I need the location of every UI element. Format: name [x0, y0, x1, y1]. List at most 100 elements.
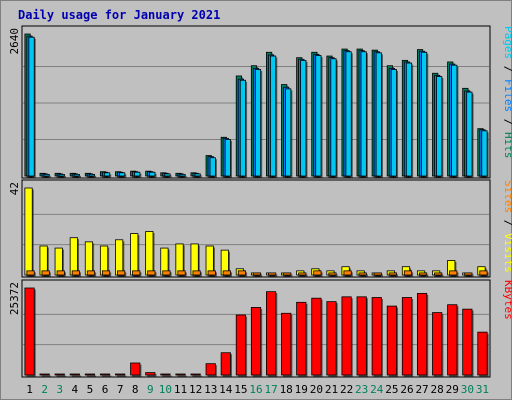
- bar-kbytes-day-11: [175, 373, 186, 376]
- bar-shadow: [181, 175, 187, 178]
- legend-part-2: Visits: [502, 233, 512, 273]
- bar-sites-day-29: [449, 270, 458, 276]
- bar-visits-day-7: [115, 239, 124, 276]
- bar-pages-day-13: [209, 157, 216, 177]
- bar-pages-day-9: [149, 171, 156, 177]
- bar-visits-day-5: [84, 241, 94, 276]
- bar-shadow: [177, 375, 187, 377]
- bar-shadow: [90, 175, 97, 178]
- bar-pages-day-28: [436, 76, 443, 177]
- bar-sites-day-2: [41, 270, 50, 276]
- x-tick-label-8: 8: [132, 383, 139, 396]
- bar-shadow: [285, 274, 293, 277]
- x-tick-label-6: 6: [102, 383, 109, 396]
- bar-shadow: [196, 175, 202, 178]
- bar-kbytes-day-28: [432, 312, 443, 376]
- bar-sites-day-17: [268, 272, 277, 276]
- bar-pages-day-1: [28, 36, 35, 177]
- bar-sites-day-21: [328, 272, 337, 276]
- x-tick-label-24: 24: [370, 383, 384, 396]
- bar-sites-day-19: [298, 272, 307, 276]
- bar-kbytes-day-4: [69, 373, 80, 376]
- bar-pages-day-26: [405, 62, 413, 177]
- bar-shadow: [360, 274, 368, 277]
- bar-shadow: [45, 175, 51, 178]
- bar-shadow: [41, 375, 51, 377]
- x-tick-label-29: 29: [446, 383, 459, 396]
- bar-kbytes-day-27: [416, 292, 428, 376]
- bar-kbytes-day-30: [462, 308, 473, 376]
- bar-sites-day-1: [26, 270, 35, 276]
- bar-sites-day-18: [283, 272, 292, 276]
- bar-kbytes-day-17: [266, 291, 277, 376]
- x-tick-label-16: 16: [249, 383, 262, 396]
- bar-shadow: [86, 375, 97, 377]
- bar-shadow: [60, 175, 66, 178]
- bar-shadow: [116, 375, 127, 377]
- bar-pages-day-18: [285, 88, 292, 177]
- bar-sites-day-14: [222, 270, 231, 276]
- bar-shadow: [420, 274, 429, 277]
- bar-pages-day-29: [451, 64, 458, 177]
- bar-sites-day-3: [56, 270, 65, 276]
- x-tick-label-17: 17: [264, 383, 277, 396]
- bar-shadow: [56, 375, 66, 377]
- legend-part-4: Hits: [502, 132, 512, 159]
- bar-pages-day-30: [466, 91, 473, 177]
- x-tick-label-19: 19: [295, 383, 308, 396]
- bar-pages-day-2: [43, 173, 50, 177]
- x-tick-label-3: 3: [56, 383, 63, 396]
- bar-pages-day-21: [330, 58, 337, 177]
- bar-visits-day-1: [24, 187, 33, 276]
- bar-sites-day-8: [132, 270, 141, 276]
- bar-sites-day-7: [117, 270, 126, 276]
- bar-pages-day-10: [164, 173, 171, 177]
- x-tick-label-9: 9: [147, 383, 154, 396]
- bar-pages-day-25: [390, 69, 397, 177]
- bar-pages-day-7: [119, 172, 126, 177]
- bar-kbytes-day-24: [371, 297, 382, 376]
- bar-pages-day-11: [179, 173, 186, 177]
- x-tick-label-15: 15: [234, 383, 247, 396]
- bar-pages-day-20: [315, 55, 322, 177]
- bar-kbytes-day-12: [190, 373, 201, 376]
- bar-kbytes-day-15: [235, 314, 246, 376]
- bar-sites-day-13: [207, 270, 216, 276]
- bar-shadow: [166, 175, 172, 178]
- legend-part-1: /: [502, 59, 512, 79]
- bar-pages-day-27: [420, 51, 428, 177]
- bar-visits-day-4: [69, 237, 78, 276]
- bar-kbytes-day-20: [311, 297, 322, 376]
- bar-kbytes-day-25: [386, 305, 397, 376]
- chart-title: Daily usage for January 2021: [18, 8, 221, 22]
- x-tick-label-25: 25: [385, 383, 398, 396]
- bar-kbytes-day-29: [447, 304, 458, 376]
- bar-sites-day-26: [403, 270, 413, 276]
- ymax-label: 25372: [8, 282, 21, 315]
- x-tick-label-26: 26: [400, 383, 413, 396]
- x-tick-label-2: 2: [41, 383, 48, 396]
- bar-visits-day-9: [145, 231, 154, 276]
- bar-kbytes-day-23: [356, 296, 367, 376]
- bar-pages-day-24: [375, 52, 382, 177]
- x-tick-label-7: 7: [117, 383, 124, 396]
- x-tick-label-22: 22: [340, 383, 353, 396]
- bar-sites-day-15: [237, 270, 246, 276]
- panel-legend: Pages / Files / Hits: [502, 26, 512, 159]
- bar-shadow: [75, 175, 82, 178]
- bar-kbytes-day-2: [39, 373, 50, 376]
- x-tick-label-27: 27: [415, 383, 428, 396]
- bar-shadow: [269, 274, 278, 277]
- bar-pages-day-23: [360, 51, 367, 177]
- x-tick-label-5: 5: [87, 383, 94, 396]
- bar-sites-day-4: [71, 270, 80, 276]
- bar-sites-day-28: [434, 272, 443, 276]
- bar-kbytes-day-6: [99, 373, 111, 376]
- bar-sites-day-16: [252, 272, 262, 276]
- x-tick-label-13: 13: [204, 383, 217, 396]
- bar-kbytes-day-31: [477, 331, 488, 376]
- x-tick-label-28: 28: [431, 383, 444, 396]
- ymax-label: 2640: [8, 28, 21, 55]
- x-tick-label-4: 4: [72, 383, 79, 396]
- bar-sites-day-27: [418, 272, 428, 276]
